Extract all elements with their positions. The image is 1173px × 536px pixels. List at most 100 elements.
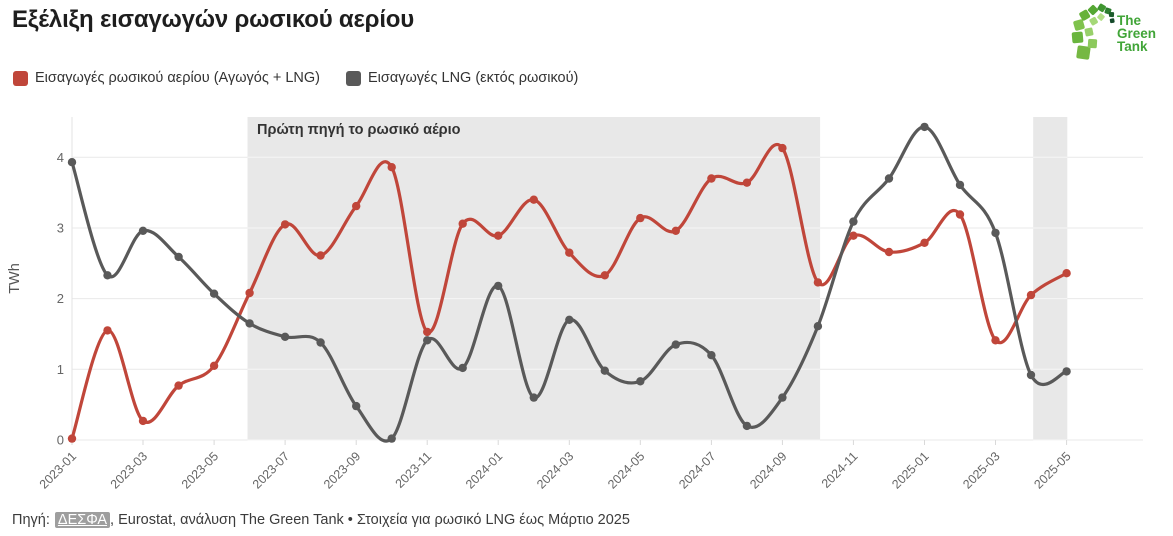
data-point: [387, 434, 396, 443]
data-point: [742, 421, 752, 431]
data-point: [529, 195, 538, 204]
svg-text:2023-01: 2023-01: [37, 449, 79, 491]
data-point: [387, 163, 396, 172]
data-point: [103, 326, 112, 335]
svg-text:2: 2: [57, 291, 64, 306]
data-point: [423, 327, 432, 337]
data-point: [565, 248, 574, 257]
logo-wordmark: The Green Tank: [1117, 13, 1156, 54]
data-point: [991, 228, 1000, 238]
logo-line-the: The: [1117, 13, 1141, 28]
data-point: [138, 226, 148, 235]
data-point: [458, 363, 467, 373]
data-point: [884, 174, 894, 183]
logo-leaf-squares: [1071, 3, 1115, 60]
data-point: [671, 226, 680, 235]
svg-text:2025-01: 2025-01: [889, 449, 931, 491]
svg-text:2023-07: 2023-07: [250, 449, 292, 491]
svg-text:3: 3: [57, 221, 64, 236]
chart-legend: Εισαγωγές ρωσικού αερίου (Αγωγός + LNG) …: [13, 70, 578, 86]
data-point: [1026, 290, 1036, 300]
data-point: [920, 122, 929, 132]
highlight-bands: [247, 117, 1068, 440]
data-point: [103, 271, 112, 280]
data-point: [494, 231, 503, 240]
data-point: [565, 315, 574, 324]
data-point: [778, 143, 787, 153]
svg-text:2023-11: 2023-11: [393, 449, 435, 491]
data-point: [316, 251, 325, 260]
svg-text:2023-09: 2023-09: [321, 449, 363, 491]
data-point: [209, 289, 219, 298]
data-point: [209, 361, 219, 370]
gridlines: [72, 156, 1143, 441]
y-axis-title: TWh: [7, 263, 23, 294]
data-point: [849, 231, 858, 240]
y-axis-labels: 0 1 2 3 4: [57, 150, 64, 448]
legend-label-lng: Εισαγωγές LNG (εκτός ρωσικού): [367, 70, 579, 86]
green-tank-logo-graphic: The Green Tank: [1071, 3, 1156, 60]
data-point: [352, 201, 361, 211]
data-point: [245, 288, 254, 298]
source-rest: , Eurostat, ανάλυση The Green Tank • Στο…: [110, 512, 630, 528]
svg-text:2023-05: 2023-05: [179, 449, 221, 491]
data-point: [778, 393, 787, 402]
data-point: [352, 401, 361, 411]
data-point: [636, 213, 645, 223]
data-point: [67, 434, 77, 443]
svg-text:1: 1: [57, 362, 64, 377]
data-point: [280, 220, 290, 229]
svg-text:2023-03: 2023-03: [108, 449, 150, 491]
data-point: [707, 174, 716, 183]
data-point: [1062, 269, 1071, 278]
data-point: [920, 238, 929, 247]
band-annotation: Πρώτη πηγή το ρωσικό αέριο: [257, 122, 461, 138]
data-point: [813, 278, 823, 287]
data-point: [600, 366, 609, 375]
data-point: [529, 393, 538, 402]
data-point: [67, 158, 77, 167]
data-point: [884, 247, 894, 257]
svg-text:0: 0: [57, 433, 64, 448]
svg-text:2024-03: 2024-03: [534, 449, 576, 491]
data-point: [1062, 367, 1071, 376]
x-axis-labels: 2023-01 2023-03 2023-05 2023-07 2023-09 2023-…: [37, 449, 1074, 491]
source-note: Πηγή: ΔΕΣΦΑ, Eurostat, ανάλυση The Green …: [12, 512, 630, 528]
data-point: [423, 336, 432, 345]
data-point: [955, 180, 965, 190]
legend-item-lng: Εισαγωγές LNG (εκτός ρωσικού): [345, 70, 579, 86]
data-point: [174, 252, 183, 262]
data-point: [494, 281, 503, 291]
data-point: [280, 332, 290, 341]
svg-text:2024-07: 2024-07: [676, 449, 718, 491]
source-link-desfa[interactable]: ΔΕΣΦΑ: [54, 512, 111, 528]
data-point: [991, 336, 1000, 345]
data-point: [316, 338, 325, 347]
highlight-band: [1033, 117, 1068, 440]
svg-text:2024-09: 2024-09: [747, 449, 789, 491]
logo-line-green: Green: [1117, 26, 1156, 41]
series-0: [67, 143, 1071, 443]
x-tick-marks: [71, 440, 1068, 445]
legend-item-russian-gas: Εισαγωγές ρωσικού αερίου (Αγωγός + LNG): [13, 70, 320, 86]
svg-text:2025-05: 2025-05: [1031, 449, 1073, 491]
green-tank-logo: The Green Tank: [1063, 3, 1163, 63]
source-prefix: Πηγή:: [12, 512, 50, 528]
legend-swatch-lng: [345, 70, 361, 86]
data-point: [707, 351, 716, 360]
svg-text:2024-01: 2024-01: [463, 449, 505, 491]
legend-swatch-russian-gas: [13, 70, 28, 86]
data-point: [600, 271, 609, 280]
data-point: [849, 217, 858, 226]
data-point: [671, 340, 680, 349]
page-title: Εξέλιξη εισαγωγών ρωσικού αερίου: [12, 6, 415, 33]
data-point: [138, 416, 148, 426]
series-1: [67, 122, 1071, 443]
svg-text:2024-05: 2024-05: [605, 449, 647, 491]
data-point: [742, 178, 752, 187]
svg-text:4: 4: [57, 150, 64, 165]
svg-text:2025-03: 2025-03: [960, 449, 1002, 491]
